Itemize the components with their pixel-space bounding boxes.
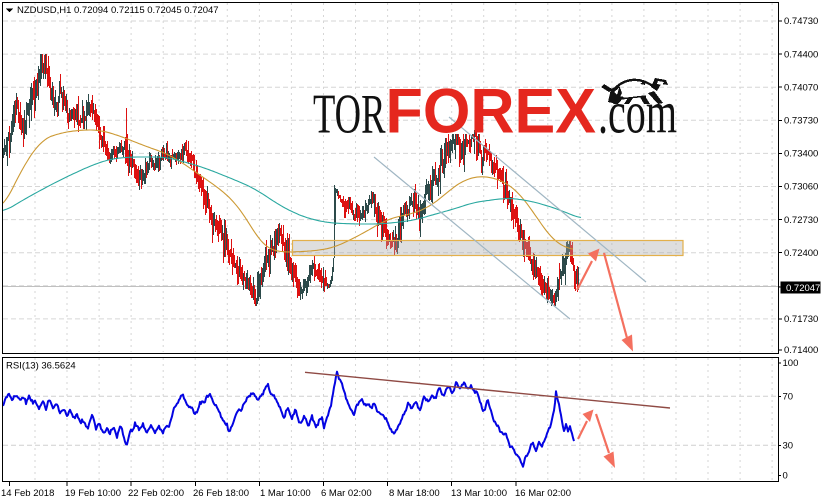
svg-text:14 Feb 2018: 14 Feb 2018 [1,488,54,499]
svg-text:6 Mar 02:00: 6 Mar 02:00 [321,488,372,499]
svg-text:70: 70 [783,392,794,403]
svg-text:RSI(13) 36.5624: RSI(13) 36.5624 [6,361,76,372]
svg-text:8 Mar 18:00: 8 Mar 18:00 [389,488,440,499]
svg-text:19 Feb 10:00: 19 Feb 10:00 [65,488,121,499]
svg-text:26 Feb 18:00: 26 Feb 18:00 [193,488,249,499]
svg-text:FOREX: FOREX [386,77,597,147]
svg-text:0: 0 [783,471,788,482]
svg-text:0.74070: 0.74070 [784,82,818,93]
svg-text:16 Mar 02:00: 16 Mar 02:00 [515,488,571,499]
svg-text:0.72730: 0.72730 [784,215,818,226]
svg-text:TOR: TOR [313,84,386,146]
svg-text:22 Feb 02:00: 22 Feb 02:00 [128,488,184,499]
svg-text:0.74400: 0.74400 [784,49,818,60]
svg-text:0.73060: 0.73060 [784,182,818,193]
svg-text:NZDUSD,H1 0.72094 0.72115 0.7: NZDUSD,H1 0.72094 0.72115 0.72045 0.7204… [17,5,219,16]
svg-text:0.74730: 0.74730 [784,16,818,27]
svg-text:0.73730: 0.73730 [784,116,818,127]
svg-text:0.72047: 0.72047 [786,283,820,294]
svg-text:1 Mar 10:00: 1 Mar 10:00 [260,488,311,499]
svg-text:0.71400: 0.71400 [784,345,818,356]
svg-text:13 Mar 10:00: 13 Mar 10:00 [451,488,507,499]
svg-text:100: 100 [783,358,799,369]
svg-text:0.73400: 0.73400 [784,149,818,160]
svg-text:30: 30 [783,441,794,452]
svg-text:0.71730: 0.71730 [784,314,818,325]
svg-text:0.72400: 0.72400 [784,248,818,259]
